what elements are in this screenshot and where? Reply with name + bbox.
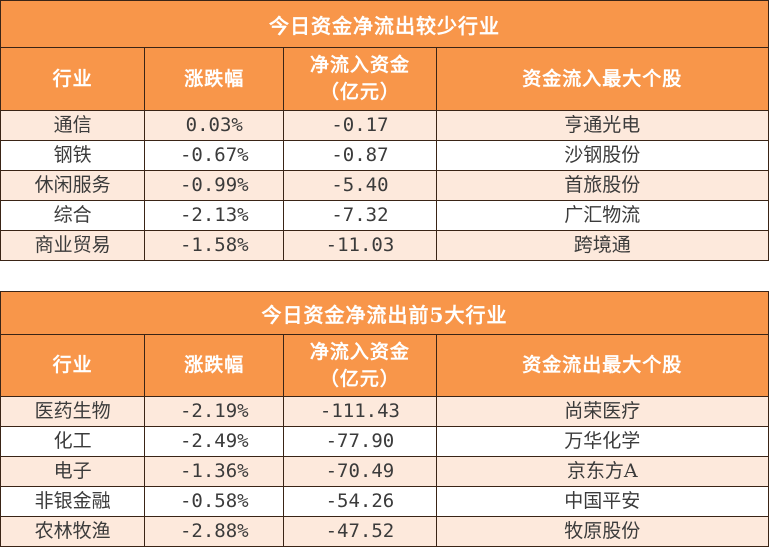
header-net-flow: 净流入资金 （亿元） xyxy=(283,334,437,397)
header-top-stock: 资金流出最大个股 xyxy=(435,334,769,397)
table-header-row: 行业 涨跌幅 净流入资金 （亿元） 资金流入最大个股 xyxy=(0,47,769,111)
table-row: 休闲服务 -0.99% -5.40 首旅股份 xyxy=(0,170,769,201)
least-outflow-industries-table: 今日资金净流出较少行业 行业 涨跌幅 净流入资金 （亿元） 资金流入最大个股 通… xyxy=(0,0,769,261)
cell-industry: 通信 xyxy=(0,110,146,141)
table-title: 今日资金净流出较少行业 xyxy=(0,0,769,48)
header-net-flow-unit: （亿元） xyxy=(319,81,400,103)
cell-net-flow: -11.03 xyxy=(283,230,437,261)
cell-net-flow: -0.17 xyxy=(283,110,437,141)
cell-top-stock: 京东方A xyxy=(435,456,769,487)
top5-outflow-industries-table: 今日资金净流出前5大行业 行业 涨跌幅 净流入资金 （亿元） 资金流出最大个股 … xyxy=(0,291,769,547)
cell-net-flow: -5.40 xyxy=(283,170,437,201)
header-industry: 行业 xyxy=(0,334,146,397)
cell-top-stock: 沙钢股份 xyxy=(435,140,769,171)
table-row: 非银金融 -0.58% -54.26 中国平安 xyxy=(0,486,769,517)
header-top-stock: 资金流入最大个股 xyxy=(435,47,769,111)
cell-industry: 综合 xyxy=(0,200,146,231)
cell-net-flow: -54.26 xyxy=(283,486,437,517)
cell-net-flow: -47.52 xyxy=(283,516,437,547)
table-row: 商业贸易 -1.58% -11.03 跨境通 xyxy=(0,230,769,261)
cell-industry: 钢铁 xyxy=(0,140,146,171)
header-change: 涨跌幅 xyxy=(144,334,285,397)
header-net-flow-line1: 净流入资金 xyxy=(309,340,410,363)
cell-change: -1.36% xyxy=(144,456,285,487)
cell-change: -2.13% xyxy=(144,200,285,231)
header-net-flow-unit: （亿元） xyxy=(319,367,400,390)
cell-change: -0.58% xyxy=(144,486,285,517)
cell-top-stock: 广汇物流 xyxy=(435,200,769,231)
header-industry: 行业 xyxy=(0,47,146,111)
cell-change: -1.58% xyxy=(144,230,285,261)
table-row: 通信 0.03% -0.17 亨通光电 xyxy=(0,110,769,141)
cell-industry: 医药生物 xyxy=(0,396,146,427)
cell-industry: 非银金融 xyxy=(0,486,146,517)
table-row: 电子 -1.36% -70.49 京东方A xyxy=(0,456,769,487)
cell-net-flow: -7.32 xyxy=(283,200,437,231)
cell-industry: 农林牧渔 xyxy=(0,516,146,547)
table-row: 农林牧渔 -2.88% -47.52 牧原股份 xyxy=(0,516,769,547)
table-row: 医药生物 -2.19% -111.43 尚荣医疗 xyxy=(0,396,769,427)
table-row: 化工 -2.49% -77.90 万华化学 xyxy=(0,426,769,457)
cell-industry: 化工 xyxy=(0,426,146,457)
table-title-row: 今日资金净流出较少行业 xyxy=(0,0,769,48)
cell-change: -2.19% xyxy=(144,396,285,427)
cell-net-flow: -111.43 xyxy=(283,396,437,427)
cell-industry: 休闲服务 xyxy=(0,170,146,201)
cell-change: -2.49% xyxy=(144,426,285,457)
table-title-row: 今日资金净流出前5大行业 xyxy=(0,291,769,335)
cell-top-stock: 中国平安 xyxy=(435,486,769,517)
cell-net-flow: -77.90 xyxy=(283,426,437,457)
table-header-row: 行业 涨跌幅 净流入资金 （亿元） 资金流出最大个股 xyxy=(0,334,769,397)
cell-top-stock: 尚荣医疗 xyxy=(435,396,769,427)
header-change: 涨跌幅 xyxy=(144,47,285,111)
header-net-flow-line1: 净流入资金 xyxy=(309,54,410,76)
cell-top-stock: 亨通光电 xyxy=(435,110,769,141)
table-title: 今日资金净流出前5大行业 xyxy=(0,291,769,335)
header-net-flow: 净流入资金 （亿元） xyxy=(283,47,437,111)
table-row: 综合 -2.13% -7.32 广汇物流 xyxy=(0,200,769,231)
cell-top-stock: 跨境通 xyxy=(435,230,769,261)
cell-change: -0.67% xyxy=(144,140,285,171)
cell-change: 0.03% xyxy=(144,110,285,141)
table-row: 钢铁 -0.67% -0.87 沙钢股份 xyxy=(0,140,769,171)
cell-change: -0.99% xyxy=(144,170,285,201)
cell-top-stock: 万华化学 xyxy=(435,426,769,457)
cell-industry: 商业贸易 xyxy=(0,230,146,261)
cell-industry: 电子 xyxy=(0,456,146,487)
cell-net-flow: -70.49 xyxy=(283,456,437,487)
cell-top-stock: 首旅股份 xyxy=(435,170,769,201)
cell-net-flow: -0.87 xyxy=(283,140,437,171)
cell-top-stock: 牧原股份 xyxy=(435,516,769,547)
cell-change: -2.88% xyxy=(144,516,285,547)
